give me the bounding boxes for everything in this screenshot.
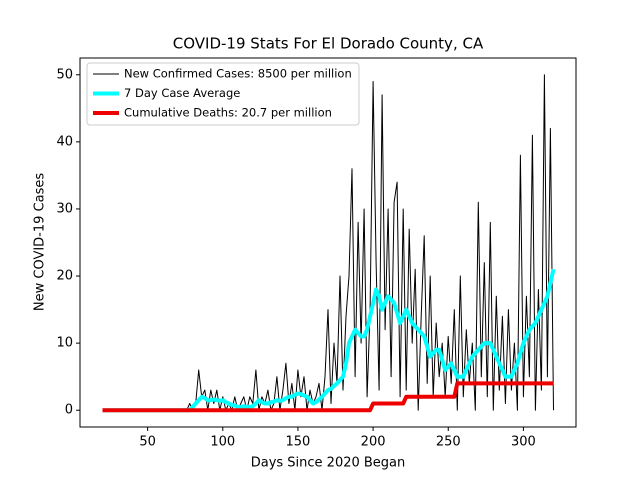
- x-tick-label: 50: [139, 435, 156, 450]
- x-tick-label: 100: [210, 435, 235, 450]
- legend-label: New Confirmed Cases: 8500 per million: [124, 67, 352, 81]
- legend-box: [86, 62, 360, 126]
- x-axis-label: Days Since 2020 Began: [251, 456, 406, 471]
- x-tick-label: 150: [286, 435, 311, 450]
- y-axis-label: New COVID-19 Cases: [33, 173, 48, 311]
- y-tick-label: 0: [65, 403, 73, 418]
- x-tick-label: 200: [361, 435, 386, 450]
- y-tick-label: 20: [56, 269, 73, 284]
- y-tick-label: 10: [56, 336, 73, 351]
- y-tick-label: 30: [56, 201, 73, 216]
- y-tick-label: 50: [56, 67, 73, 82]
- x-tick-label: 300: [511, 435, 536, 450]
- x-tick-label: 250: [436, 435, 461, 450]
- legend-label: Cumulative Deaths: 20.7 per million: [124, 106, 332, 120]
- legend-label: 7 Day Case Average: [124, 86, 240, 100]
- y-tick-label: 40: [56, 134, 73, 149]
- chart-title: COVID-19 Stats For El Dorado County, CA: [173, 35, 484, 53]
- data-line: [102, 381, 554, 413]
- plot-frame: [79, 57, 577, 428]
